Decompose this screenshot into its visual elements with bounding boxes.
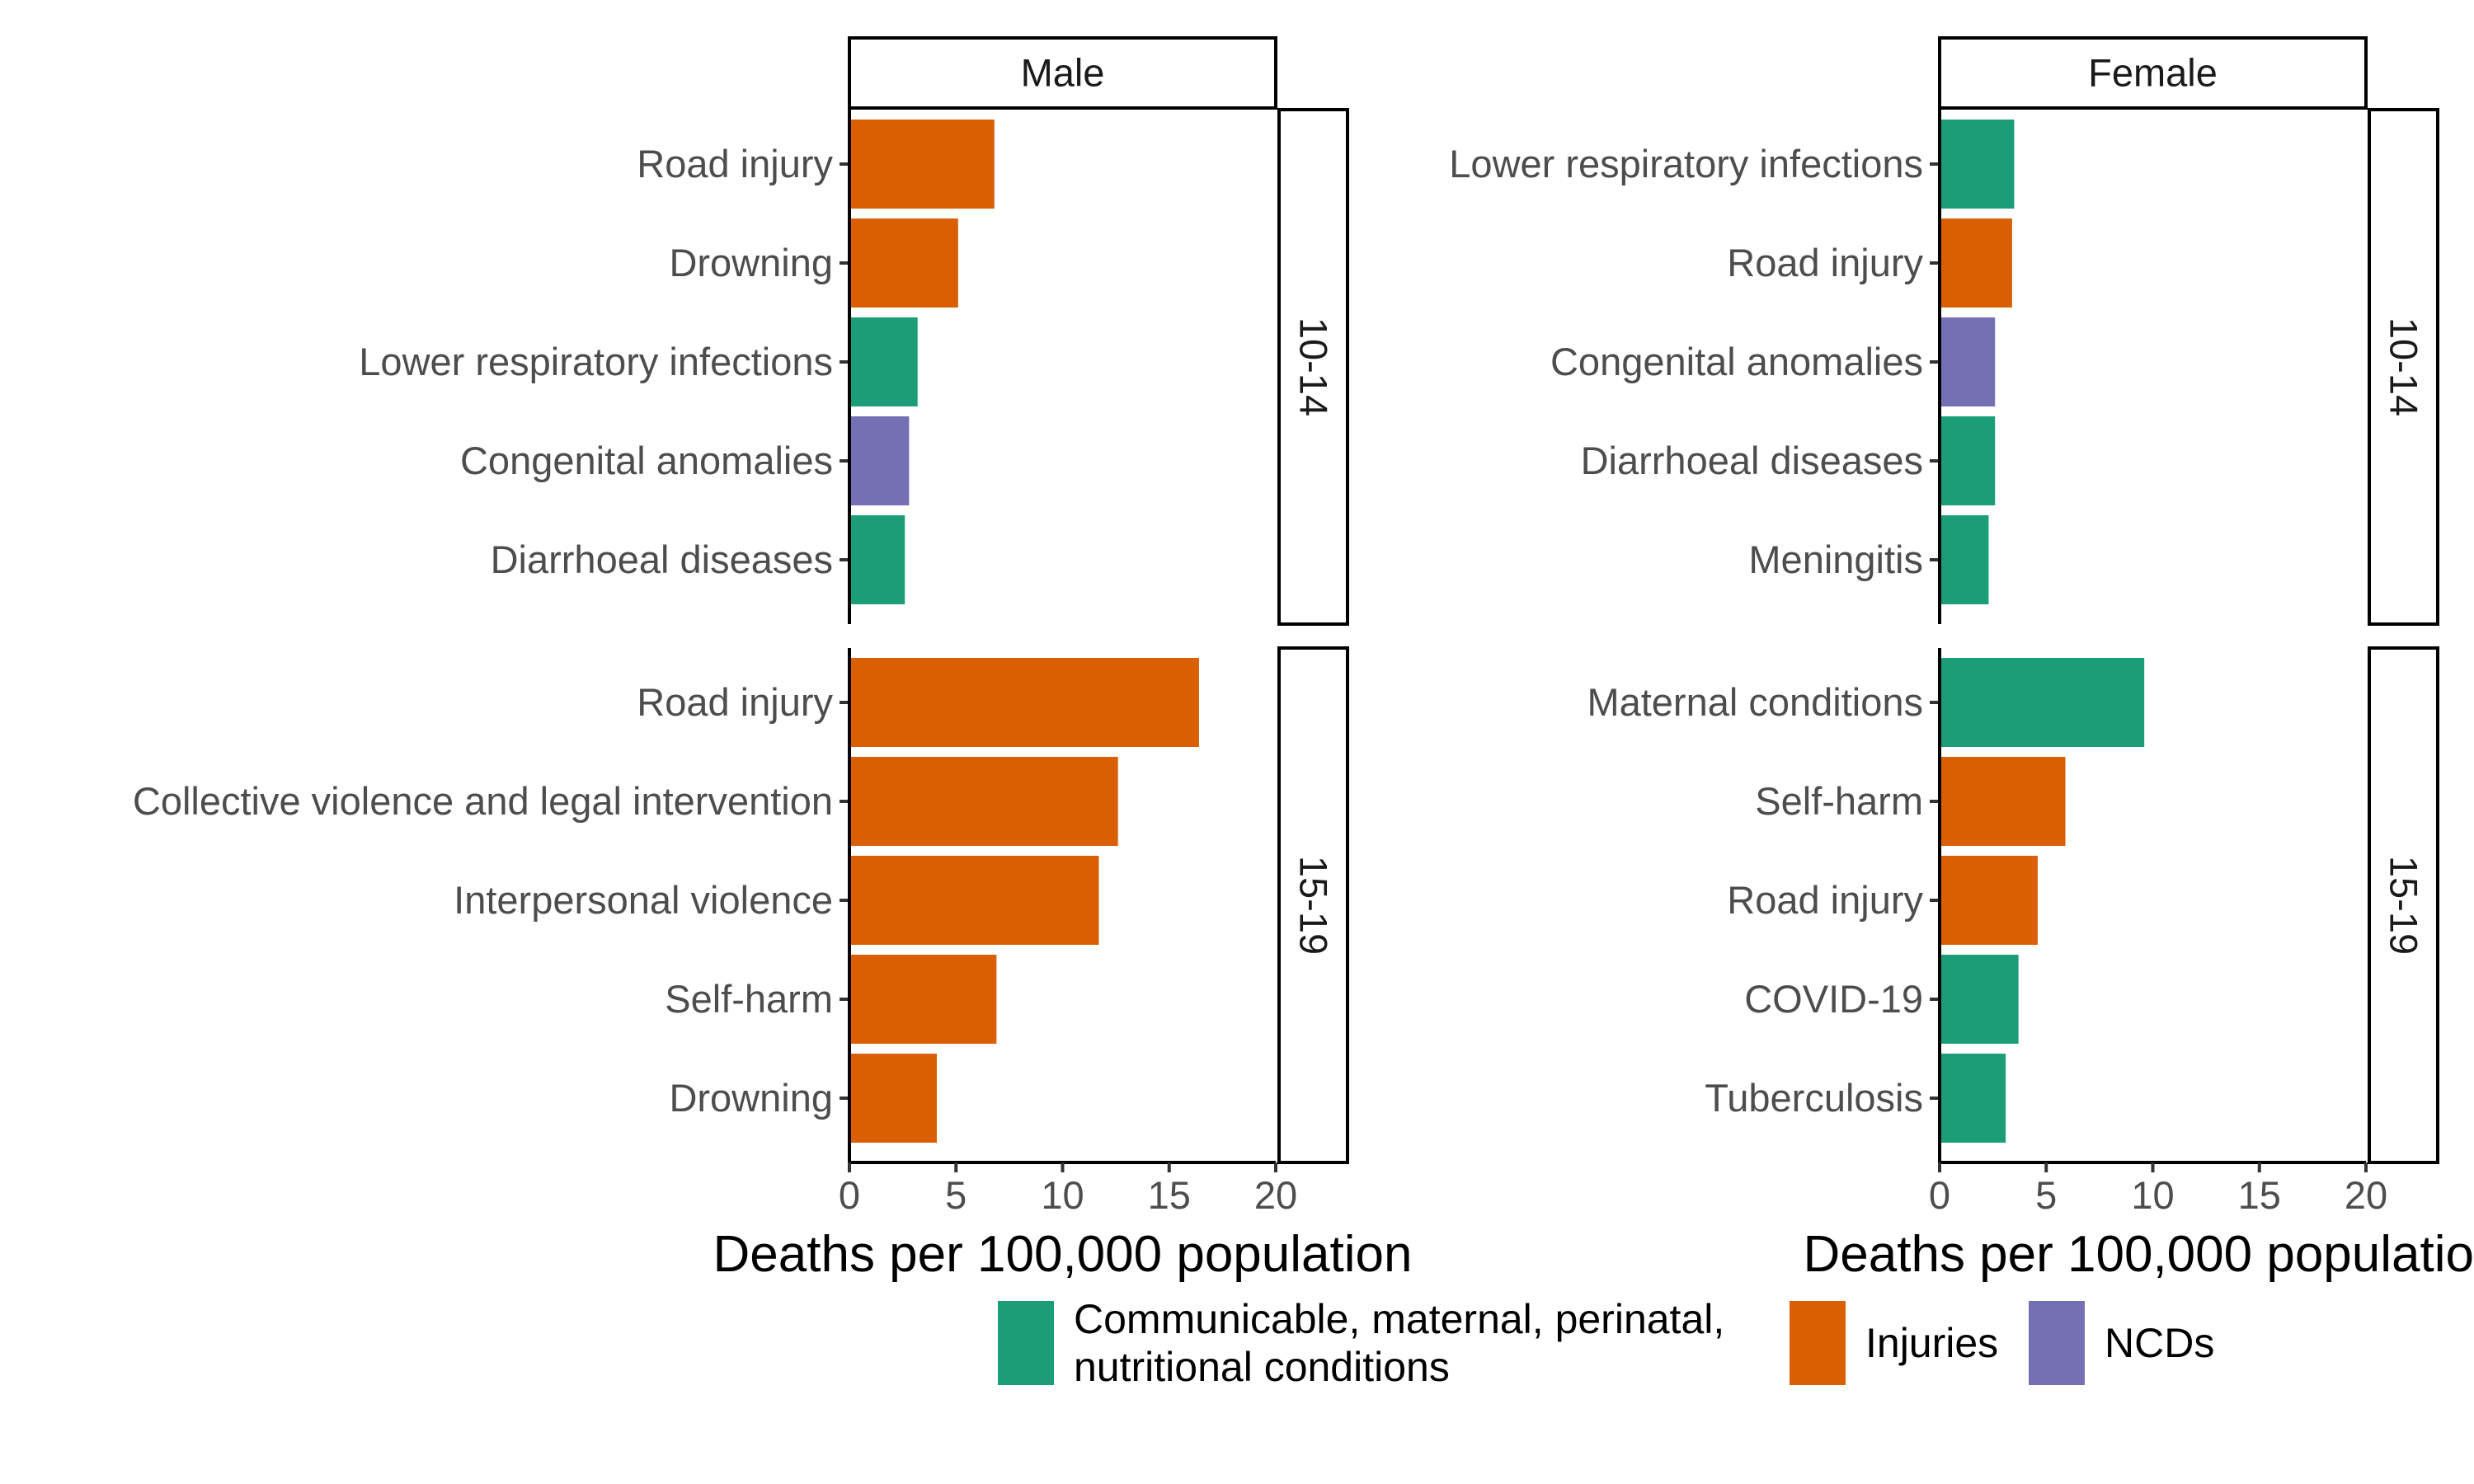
bar-road-injury <box>1940 856 2038 945</box>
x-tick-label: 20 <box>1254 1173 1297 1217</box>
legend-label: Injuries <box>1865 1320 1998 1366</box>
row-strip-box <box>2368 108 2439 626</box>
category-label: Collective violence and legal interventi… <box>133 779 833 823</box>
column-strip-male: Male <box>848 36 1277 110</box>
category-label: Road injury <box>1727 241 1923 284</box>
x-axis-title-male: Deaths per 100,000 population <box>713 1226 1413 1283</box>
legend-label: NCDs <box>2105 1320 2214 1366</box>
bar-lower-respiratory-infections <box>849 317 918 406</box>
bar-drowning <box>849 1054 937 1143</box>
bar-maternal-conditions <box>1940 658 2145 747</box>
bar-congenital-anomalies <box>1940 317 1996 406</box>
legend-key <box>1790 1301 1846 1385</box>
bar-drowning <box>849 218 958 308</box>
category-label: Lower respiratory infections <box>1449 142 1923 186</box>
legend-item-ncds: NCDs <box>2029 1301 2214 1385</box>
bar-meningitis <box>1940 515 1989 604</box>
bar-road-injury <box>849 658 1199 747</box>
bar-lower-respiratory-infections <box>1940 120 2015 209</box>
legend-item-injuries: Injuries <box>1790 1301 1998 1385</box>
bar-diarrhoeal-diseases <box>1940 416 1996 505</box>
x-tick-label: 5 <box>945 1173 967 1217</box>
row-strip-female-15-19: 15-19 <box>2368 646 2439 1164</box>
bar-diarrhoeal-diseases <box>849 515 905 604</box>
category-label: Congenital anomalies <box>460 439 833 482</box>
bar-covid-19 <box>1940 955 2019 1044</box>
category-label: Drowning <box>669 1076 833 1120</box>
row-strip-label: 10-14 <box>1292 317 1336 416</box>
category-label: Maternal conditions <box>1587 680 1923 724</box>
panel-male-15-19: Road injury Collective violence and legal… <box>133 648 1297 1217</box>
category-label: Road injury <box>1727 878 1923 922</box>
column-strip-label: Female <box>2088 51 2218 95</box>
category-label: Tuberculosis <box>1705 1076 1923 1120</box>
panel-female-15-19: Maternal conditions Self-harm Road injury C… <box>1587 648 2387 1217</box>
x-tick-label: 0 <box>839 1173 860 1217</box>
row-strip-label: 10-14 <box>2382 317 2426 416</box>
category-label: Congenital anomalies <box>1550 340 1923 383</box>
panel-female-10-14: Lower respiratory infections Road injury C… <box>1449 110 2015 624</box>
column-strip-female: Female <box>1938 36 2368 110</box>
bar-interpersonal-violence <box>849 856 1099 945</box>
bar-self-harm <box>1940 757 2066 846</box>
bar-self-harm <box>849 955 997 1044</box>
bar-road-injury <box>1940 218 2012 308</box>
column-strip-box <box>848 36 1277 110</box>
row-strip-female-10-14: 10-14 <box>2368 108 2439 626</box>
category-label: COVID-19 <box>1744 977 1923 1021</box>
column-strip-label: Male <box>1021 51 1105 95</box>
category-label: Meningitis <box>1748 538 1923 581</box>
category-label: Self-harm <box>1755 779 1923 823</box>
row-strip-label: 15-19 <box>2382 856 2426 955</box>
panel-male-10-14: Road injury Drowning Lower respiratory inf… <box>359 110 995 624</box>
x-tick-label: 5 <box>2035 1173 2057 1217</box>
legend-label: Communicable, maternal, perinatal, <box>1074 1296 1724 1342</box>
x-tick-label: 15 <box>2238 1173 2281 1217</box>
category-label: Diarrhoeal diseases <box>491 538 833 581</box>
category-label: Diarrhoeal diseases <box>1581 439 1923 482</box>
x-tick-label: 15 <box>1148 1173 1191 1217</box>
row-strip-box <box>1277 108 1349 626</box>
category-label: Interpersonal violence <box>454 878 833 922</box>
category-label: Road injury <box>637 680 833 724</box>
bar-tuberculosis <box>1940 1054 2006 1143</box>
bar-congenital-anomalies <box>849 416 910 505</box>
legend-key <box>998 1301 1054 1385</box>
category-label: Lower respiratory infections <box>359 340 833 383</box>
category-label: Drowning <box>669 241 833 284</box>
bar-road-injury <box>849 120 995 209</box>
row-strip-male-15-19: 15-19 <box>1277 646 1349 1164</box>
x-tick-label: 10 <box>1041 1173 1084 1217</box>
x-tick-label: 10 <box>2131 1173 2174 1217</box>
row-strip-label: 15-19 <box>1292 856 1336 955</box>
category-label: Self-harm <box>665 977 833 1021</box>
x-tick-label: 20 <box>2345 1173 2387 1217</box>
x-axis-title-female: Deaths per 100,000 population <box>1804 1226 2474 1283</box>
x-tick-label: 0 <box>1929 1173 1950 1217</box>
row-strip-male-10-14: 10-14 <box>1277 108 1349 626</box>
legend: Communicable, maternal, perinatal,nutrit… <box>998 1296 2214 1390</box>
legend-item-communicable: Communicable, maternal, perinatal,nutrit… <box>998 1296 1724 1390</box>
row-strip-box <box>2368 646 2439 1164</box>
legend-label: nutritional conditions <box>1074 1344 1450 1390</box>
bar-collective-violence-and-legal-intervention <box>849 757 1118 846</box>
legend-key <box>2029 1301 2085 1385</box>
category-label: Road injury <box>637 142 833 186</box>
row-strip-box <box>1277 646 1349 1164</box>
column-strip-box <box>1938 36 2368 110</box>
